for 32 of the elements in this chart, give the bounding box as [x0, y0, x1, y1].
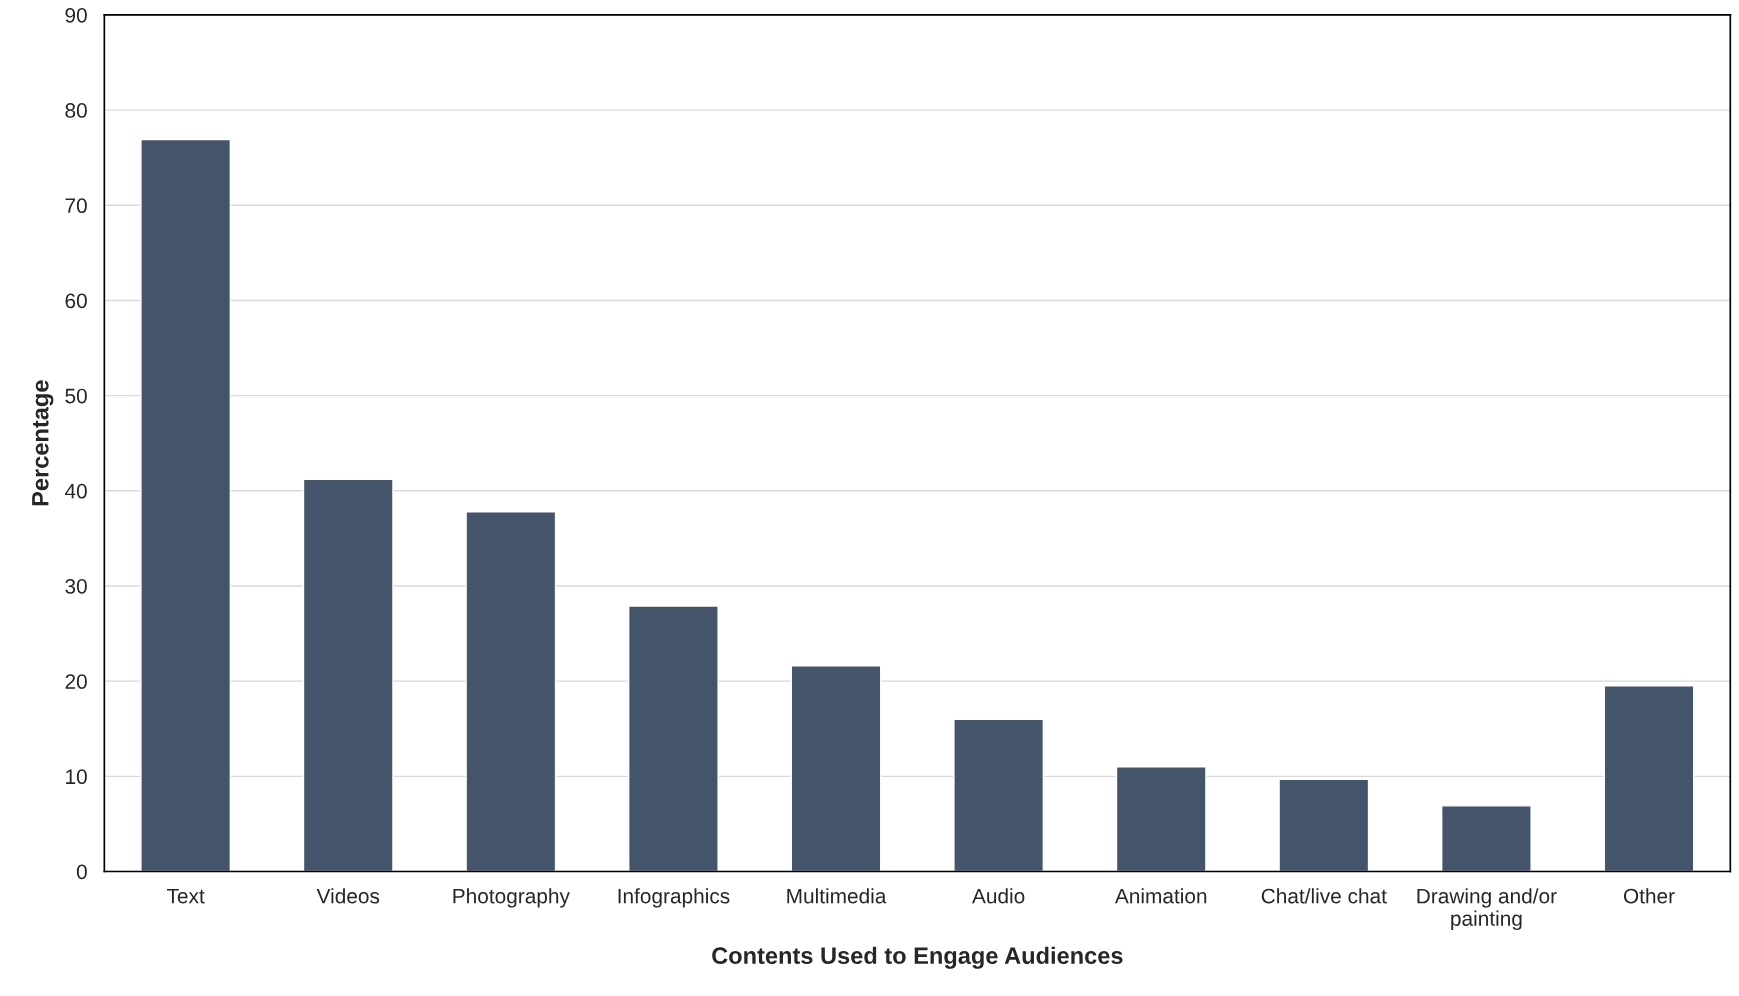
bar	[302, 478, 394, 872]
bar	[628, 605, 719, 872]
y-tick-label: 60	[65, 293, 87, 309]
y-tick-label: 80	[65, 103, 87, 118]
x-tick-label: Chat/live chat	[1261, 888, 1387, 904]
x-tick-label: Multimedia	[787, 888, 887, 904]
x-tick-label: Audio	[972, 888, 1025, 904]
y-tick-label: 90	[65, 7, 87, 23]
bar	[953, 718, 1045, 872]
x-tick-label: Other	[1623, 888, 1675, 904]
y-tick-label: 70	[65, 198, 87, 214]
x-tick-label: Text	[167, 888, 205, 904]
bar	[465, 511, 557, 872]
y-axis-title: Percentage	[32, 380, 54, 506]
y-tick-label: 50	[65, 388, 87, 404]
y-tick-label: 30	[65, 578, 87, 594]
x-axis-title: Contents Used to Engage Audiences	[712, 946, 1123, 969]
x-tick-label: Animation	[1114, 888, 1207, 904]
x-tick-label: Photography	[453, 888, 570, 908]
y-tick-label: 10	[66, 769, 87, 785]
bar	[790, 665, 882, 872]
bar	[140, 138, 232, 872]
x-tick-label: Videos	[316, 888, 380, 904]
bar	[1115, 766, 1207, 872]
y-tick-label: 40	[64, 483, 87, 499]
bar	[1603, 685, 1695, 872]
bar	[1441, 805, 1532, 872]
bar	[1278, 778, 1370, 872]
x-tick-label: Infographics	[618, 888, 730, 908]
x-tick-label: Drawing and/or painting	[1417, 888, 1557, 931]
y-tick-label: 20	[65, 674, 87, 689]
y-tick-label: 0	[76, 864, 87, 880]
